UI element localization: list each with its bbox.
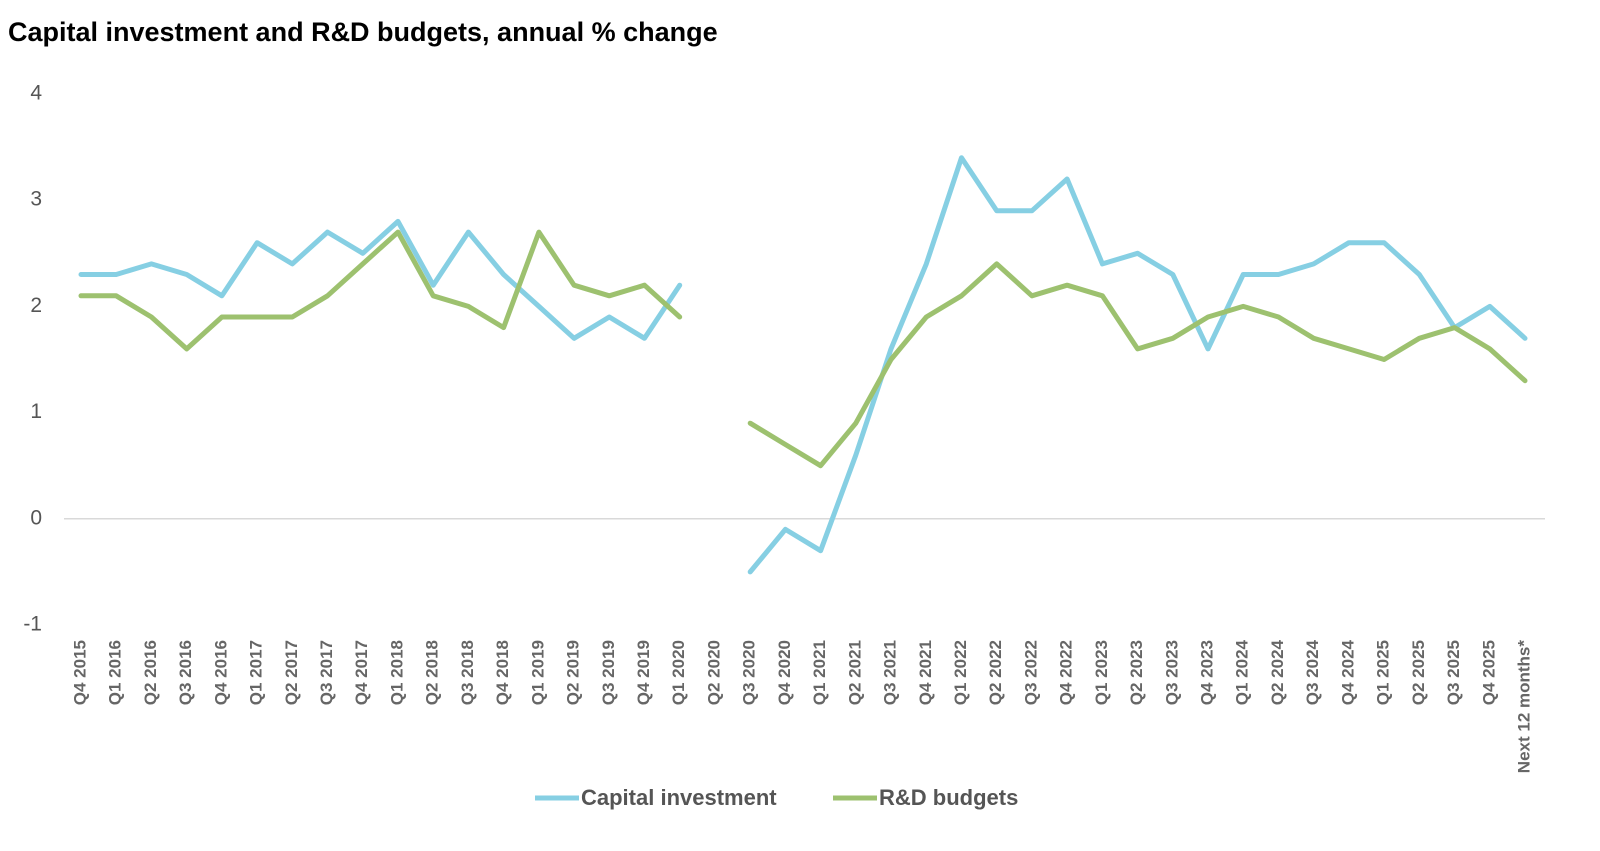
x-tick-label: Q3 2021 [881, 640, 900, 705]
y-tick-label: -1 [23, 613, 42, 636]
x-tick-label: Q1 2023 [1092, 640, 1111, 705]
x-tick-label: Q2 2025 [1409, 640, 1428, 705]
x-tick-label: Q1 2025 [1374, 640, 1393, 705]
y-tick-label: 1 [30, 400, 42, 423]
x-tick-label: Q1 2024 [1233, 639, 1252, 705]
x-tick-label: Q4 2022 [1057, 640, 1076, 705]
x-tick-label: Q4 2018 [493, 640, 512, 705]
x-tick-label: Q3 2023 [1162, 640, 1181, 705]
x-tick-label: Q1 2020 [669, 640, 688, 705]
x-tick-label: Q1 2019 [528, 640, 547, 705]
y-tick-label: 0 [30, 506, 42, 529]
legend-item: R&D budgets [833, 785, 1018, 810]
series-line [78, 218, 683, 341]
x-tick-label: Q4 2020 [775, 640, 794, 705]
x-tick-label: Q4 2023 [1198, 640, 1217, 705]
x-tick-label: Q4 2019 [634, 640, 653, 705]
x-tick-label: Q3 2020 [740, 640, 759, 705]
x-tick-label: Q4 2024 [1338, 639, 1357, 705]
x-tick-label: Q3 2022 [1021, 640, 1040, 705]
legend-item: Capital investment [535, 785, 777, 810]
x-tick-label: Q3 2019 [599, 640, 618, 705]
chart-title: Capital investment and R&D budgets, annu… [8, 17, 718, 47]
y-tick-label: 2 [30, 294, 42, 317]
x-tick-label: Q4 2021 [916, 640, 935, 705]
x-tick-label: Q1 2018 [387, 640, 406, 705]
x-tick-label: Q2 2022 [986, 640, 1005, 705]
x-tick-label: Next 12 months* [1514, 640, 1533, 774]
x-tick-label: Q3 2018 [458, 640, 477, 705]
x-tick-label: Q2 2018 [423, 640, 442, 705]
x-tick-label: Q3 2017 [317, 640, 336, 705]
x-tick-label: Q2 2023 [1127, 640, 1146, 705]
x-tick-label: Q4 2017 [352, 640, 371, 705]
x-tick-label: Q3 2024 [1303, 639, 1322, 705]
y-tick-label: 3 [30, 188, 42, 211]
x-tick-label: Q3 2016 [176, 640, 195, 705]
x-tick-label: Q2 2017 [282, 640, 301, 705]
legend-label: Capital investment [581, 785, 777, 810]
x-tick-label: Q4 2015 [70, 640, 89, 705]
x-tick-label: Q4 2016 [211, 640, 230, 705]
x-tick-label: Q2 2016 [141, 640, 160, 705]
series-line [78, 229, 683, 352]
series-line [747, 261, 1528, 469]
legend-label: R&D budgets [879, 785, 1018, 810]
x-tick-label: Q1 2022 [951, 640, 970, 705]
y-tick-label: 4 [30, 82, 42, 105]
series-line [747, 155, 1528, 575]
x-tick-label: Q1 2017 [247, 640, 266, 705]
x-tick-label: Q4 2025 [1479, 640, 1498, 705]
x-tick-label: Q3 2025 [1444, 640, 1463, 705]
x-tick-label: Q2 2021 [845, 640, 864, 705]
x-tick-label: Q2 2024 [1268, 639, 1287, 705]
x-tick-label: Q1 2021 [810, 640, 829, 705]
x-tick-label: Q1 2016 [106, 640, 125, 705]
x-tick-label: Q2 2019 [564, 640, 583, 705]
x-tick-label: Q2 2020 [704, 640, 723, 705]
